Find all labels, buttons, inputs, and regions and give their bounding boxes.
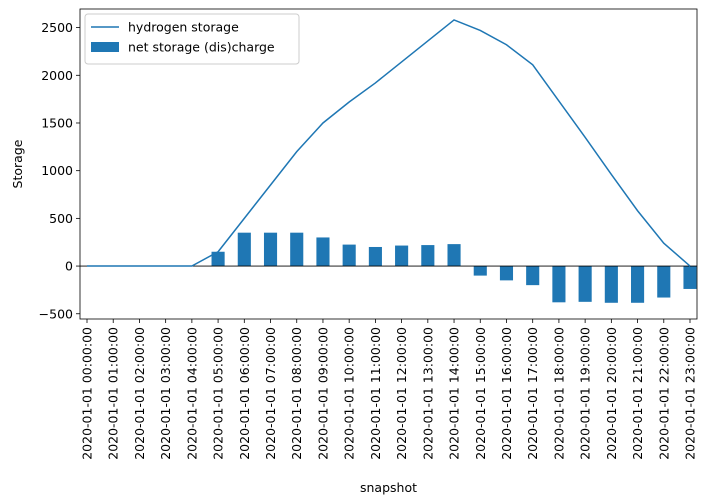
x-tick-label: 2020-01-01 15:00:00 xyxy=(473,327,488,460)
bar xyxy=(395,245,409,267)
bar xyxy=(604,266,618,303)
x-tick-label: 2020-01-01 08:00:00 xyxy=(289,327,304,460)
x-tick-label: 2020-01-01 18:00:00 xyxy=(551,327,566,460)
x-tick-label: 2020-01-01 02:00:00 xyxy=(132,327,147,460)
plot-frame xyxy=(79,8,698,320)
legend-label-hydrogen-storage: hydrogen storage xyxy=(128,20,239,35)
bar xyxy=(473,266,487,276)
x-tick-label: 2020-01-01 01:00:00 xyxy=(106,327,121,460)
y-tick-label: 1500 xyxy=(41,115,73,130)
bar xyxy=(499,266,514,281)
x-tick-label: 2020-01-01 10:00:00 xyxy=(342,327,357,460)
y-tick-label: 0 xyxy=(65,259,73,274)
bar xyxy=(631,266,645,303)
x-tick-label: 2020-01-01 17:00:00 xyxy=(525,327,540,460)
bar xyxy=(421,245,435,267)
x-axis-title: snapshot xyxy=(360,480,417,495)
y-axis: −500 0 500 1000 1500 2000 2500 xyxy=(39,20,80,321)
bar xyxy=(290,232,304,267)
x-tick-label: 2020-01-01 09:00:00 xyxy=(315,327,330,460)
x-tick-label: 2020-01-01 22:00:00 xyxy=(656,327,671,460)
bar xyxy=(683,266,697,289)
x-tick-label: 2020-01-01 00:00:00 xyxy=(80,327,95,460)
bars-group xyxy=(211,232,697,303)
x-tick-label: 2020-01-01 21:00:00 xyxy=(630,327,645,460)
bar xyxy=(552,266,566,303)
y-tick-label: 500 xyxy=(49,211,73,226)
bar xyxy=(368,246,382,267)
bar xyxy=(316,237,330,267)
bar xyxy=(237,232,251,267)
x-axis: 2020-01-01 00:00:00 2020-01-01 01:00:00 20… xyxy=(80,319,698,460)
y-axis-title: Storage xyxy=(10,139,25,188)
bar xyxy=(578,266,592,302)
x-tick-label: 2020-01-01 23:00:00 xyxy=(683,327,698,460)
x-tick-label: 2020-01-01 06:00:00 xyxy=(237,327,252,460)
bar xyxy=(263,232,278,267)
legend-label-net-storage: net storage (dis)charge xyxy=(128,40,275,55)
legend-box xyxy=(84,13,300,65)
bar xyxy=(657,266,671,298)
x-tick-label: 2020-01-01 19:00:00 xyxy=(578,327,593,460)
x-tick-label: 2020-01-01 13:00:00 xyxy=(420,327,435,460)
y-tick-label: −500 xyxy=(39,306,73,321)
legend: hydrogen storage net storage (dis)charge xyxy=(84,13,300,65)
y-tick-label: 1000 xyxy=(41,163,73,178)
x-tick-label: 2020-01-01 14:00:00 xyxy=(447,327,462,460)
x-tick-label: 2020-01-01 05:00:00 xyxy=(211,327,226,460)
hydrogen-storage-line xyxy=(87,19,691,267)
x-tick-label: 2020-01-01 11:00:00 xyxy=(368,327,383,460)
bar xyxy=(211,251,225,267)
x-tick-label: 2020-01-01 03:00:00 xyxy=(158,327,173,460)
x-tick-label: 2020-01-01 12:00:00 xyxy=(394,327,409,460)
x-tick-label: 2020-01-01 16:00:00 xyxy=(499,327,514,460)
y-tick-label: 2000 xyxy=(41,68,73,83)
x-tick-label: 2020-01-01 04:00:00 xyxy=(184,327,199,460)
bar xyxy=(447,244,461,267)
legend-bar-swatch xyxy=(91,42,119,52)
bar xyxy=(526,266,540,286)
x-tick-label: 2020-01-01 07:00:00 xyxy=(263,327,278,460)
x-tick-label: 2020-01-01 20:00:00 xyxy=(604,327,619,460)
bar xyxy=(342,244,356,267)
y-tick-label: 2500 xyxy=(41,20,73,35)
